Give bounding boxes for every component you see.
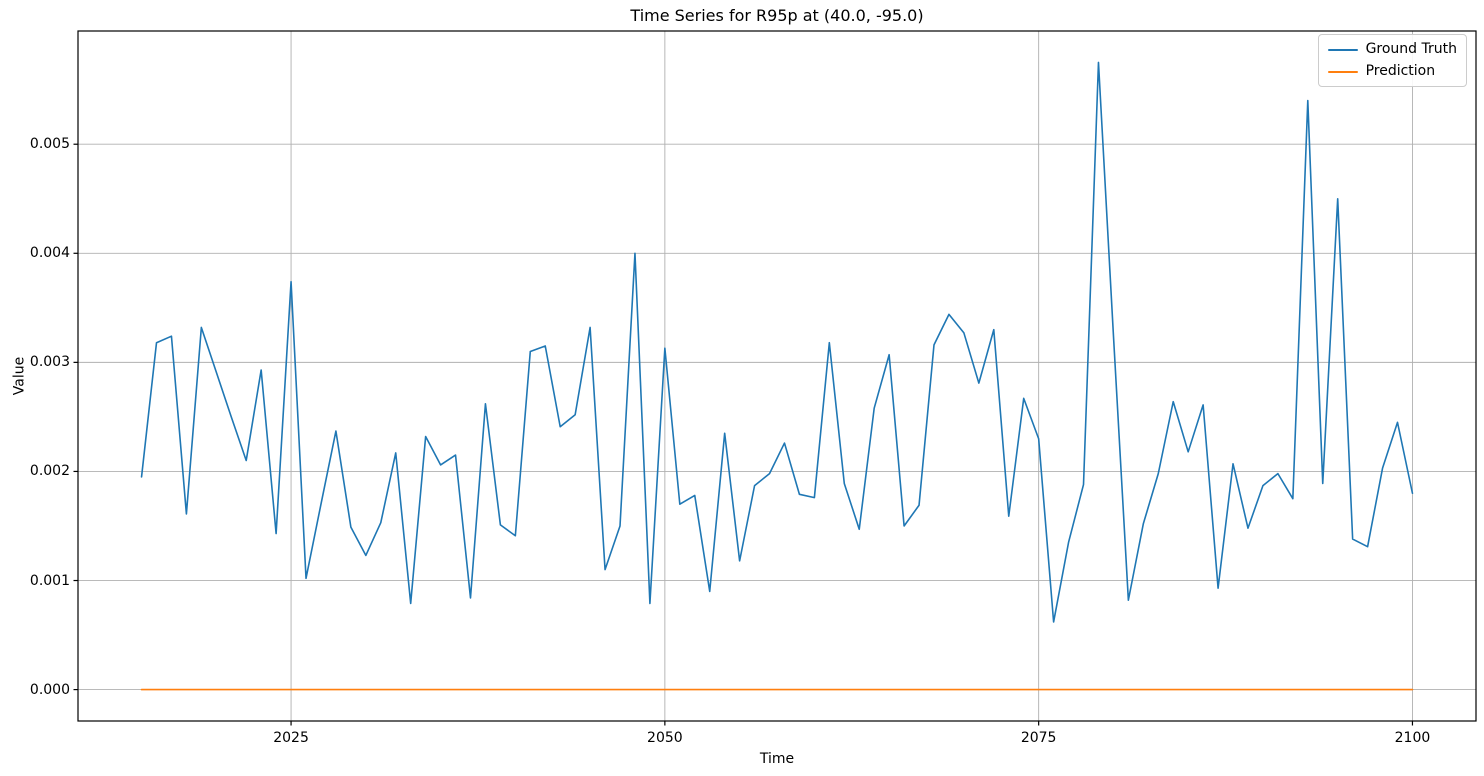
x-tick-label: 2025	[273, 730, 309, 746]
legend: Ground Truth Prediction	[1317, 34, 1467, 87]
x-tick-label: 2100	[1394, 730, 1431, 746]
ground-truth-line-swatch	[1327, 48, 1358, 51]
legend-item-prediction: Prediction	[1327, 62, 1457, 81]
x-axis-label: Time	[759, 751, 795, 767]
y-tick-label: 0.004	[29, 245, 70, 262]
y-tick-label: 0.000	[29, 681, 70, 698]
x-tick-label: 2050	[647, 730, 683, 746]
prediction-line-swatch	[1327, 70, 1358, 73]
chart-title: Time Series for R95p at (40.0, -95.0)	[630, 6, 924, 25]
legend-label-prediction: Prediction	[1365, 63, 1436, 79]
axes-spines	[77, 30, 1477, 722]
x-tick-label: 2075	[1020, 730, 1057, 746]
series-line-ground-truth	[140, 61, 1414, 623]
y-tick-label: 0.001	[29, 572, 70, 589]
y-tick-label: 0.002	[29, 463, 70, 480]
legend-label-ground-truth: Ground Truth	[1365, 41, 1457, 57]
y-tick-label: 0.003	[29, 354, 70, 371]
y-tick-label: 0.005	[29, 136, 70, 153]
legend-item-ground-truth: Ground Truth	[1327, 40, 1457, 59]
